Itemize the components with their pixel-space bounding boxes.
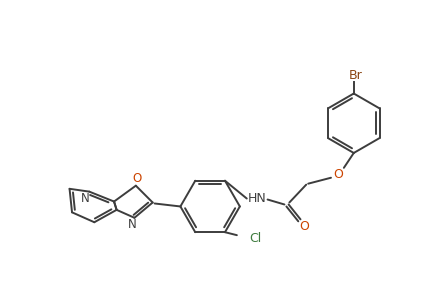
Text: O: O <box>132 172 142 185</box>
Text: Br: Br <box>349 69 363 82</box>
Text: N: N <box>81 192 90 205</box>
Text: Cl: Cl <box>249 232 261 245</box>
Text: O: O <box>333 168 343 181</box>
Text: O: O <box>299 220 309 233</box>
Text: N: N <box>128 218 137 231</box>
Text: HN: HN <box>247 192 266 205</box>
